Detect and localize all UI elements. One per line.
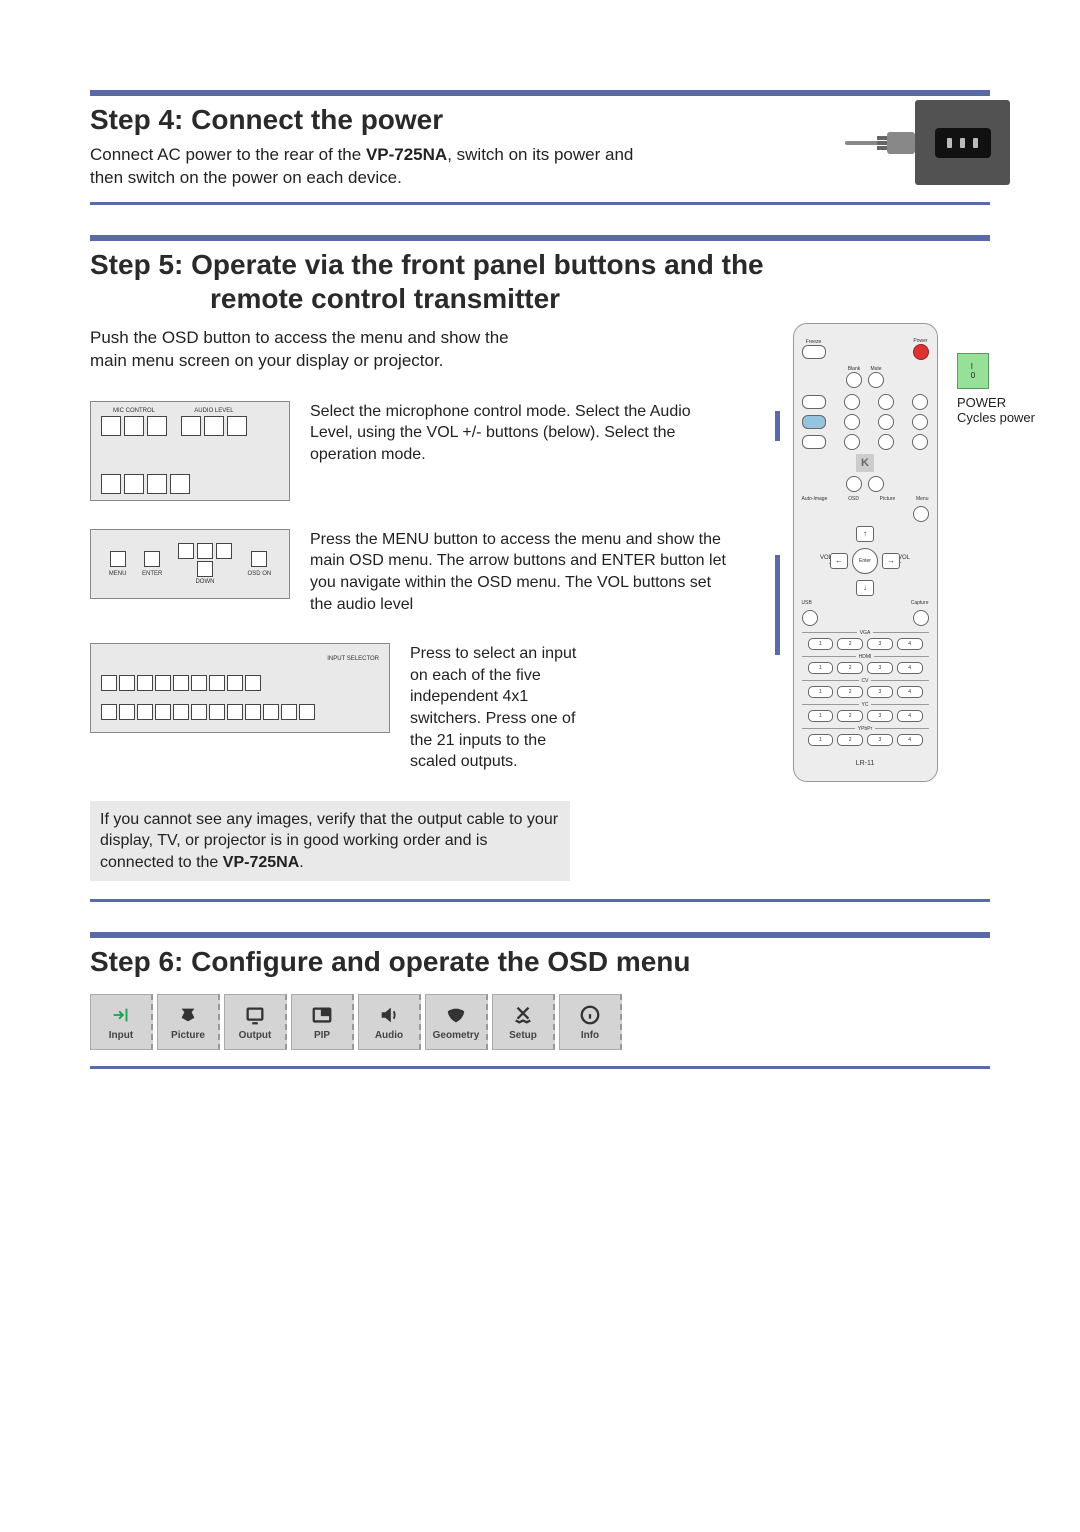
label: INPUT SELECTOR — [101, 656, 379, 662]
setup-icon — [510, 1004, 536, 1026]
label: Audio — [375, 1030, 403, 1041]
divider — [90, 235, 990, 241]
osd-tab-geometry[interactable]: Geometry — [425, 994, 488, 1050]
label: Output — [239, 1030, 272, 1041]
info-icon — [577, 1004, 603, 1026]
label: MIC CONTROL — [101, 408, 167, 414]
text: If you cannot see any images, verify tha… — [100, 811, 558, 871]
label: Blank — [846, 366, 862, 372]
label: Setup — [509, 1030, 537, 1041]
divider — [90, 899, 990, 902]
step-5-right-column: I0 POWER Cycles power Freeze Power Blank — [740, 323, 990, 882]
osd-tab-audio[interactable]: Audio — [358, 994, 421, 1050]
panel-b-row: MENU ENTER DOWN OSD ON — [90, 529, 730, 615]
osd-tab-input[interactable]: Input — [90, 994, 153, 1050]
panel-a-desc: Select the microphone control mode. Sele… — [310, 401, 730, 466]
label: Freeze — [802, 339, 826, 345]
step-4-section: Step 4: Connect the power Connect AC pow… — [90, 90, 990, 205]
step-6-title: Step 6: Configure and operate the OSD me… — [90, 946, 990, 978]
osd-tab-output[interactable]: Output — [224, 994, 287, 1050]
osd-tab-pip[interactable]: PIP — [291, 994, 354, 1050]
label: Input — [109, 1030, 133, 1041]
step-4-body: Connect AC power to the rear of the VP-7… — [90, 144, 670, 190]
osd-menu-bar: Input Picture Output PIP Audio Geometry — [90, 994, 990, 1050]
brand-logo: K — [856, 454, 874, 472]
geometry-icon — [443, 1004, 469, 1026]
iec-socket-photo — [915, 100, 1010, 185]
mic-audio-panel-sketch: MIC CONTROL AUDIO LEVEL — [90, 401, 290, 501]
label: PIP — [314, 1030, 330, 1041]
picture-icon — [175, 1004, 201, 1026]
model-name: VP-725NA — [366, 145, 447, 164]
label: Geometry — [433, 1030, 480, 1041]
divider — [90, 202, 990, 205]
osd-tab-setup[interactable]: Setup — [492, 994, 555, 1050]
input-selector-sketch: INPUT SELECTOR — [90, 643, 390, 733]
divider — [90, 932, 990, 938]
step-5-section: Step 5: Operate via the front panel butt… — [90, 235, 990, 903]
step-5-title-line-2: remote control transmitter — [210, 283, 990, 315]
output-icon — [242, 1004, 268, 1026]
plug-icon — [845, 128, 915, 158]
label: Power — [913, 338, 929, 344]
power-illustration — [845, 100, 1010, 185]
text: . — [299, 854, 303, 871]
enter-button: Enter — [852, 548, 878, 574]
remote-illustration: Freeze Power Blank Mute — [740, 323, 990, 782]
input-icon — [108, 1004, 134, 1026]
label: Picture — [171, 1030, 205, 1041]
panel-a-row: MIC CONTROL AUDIO LEVEL Select — [90, 401, 730, 501]
step-5-title-line-1: Step 5: Operate via the front panel butt… — [90, 249, 990, 281]
step-6-section: Step 6: Configure and operate the OSD me… — [90, 932, 990, 1069]
step-5-intro: Push the OSD button to access the menu a… — [90, 327, 550, 373]
text: Connect AC power to the rear of the — [90, 145, 366, 164]
troubleshoot-note: If you cannot see any images, verify tha… — [90, 801, 570, 882]
panel-c-desc: Press to select an input on each of the … — [410, 643, 580, 773]
panel-b-desc: Press the MENU button to access the menu… — [310, 529, 730, 615]
dpad: VOL− VOL+ ↑ ↓ ← → Enter — [830, 526, 900, 596]
panel-c-row: INPUT SELECTOR Press to select an inp — [90, 643, 730, 773]
osd-tab-picture[interactable]: Picture — [157, 994, 220, 1050]
label: Mute — [868, 366, 884, 372]
menu-panel-sketch: MENU ENTER DOWN OSD ON — [90, 529, 290, 599]
audio-icon — [376, 1004, 402, 1026]
pip-icon — [309, 1004, 335, 1026]
model-name: VP-725NA — [223, 854, 299, 871]
step-5-left-column: Push the OSD button to access the menu a… — [90, 323, 730, 882]
label: AUDIO LEVEL — [181, 408, 247, 414]
remote-model: LR-11 — [802, 760, 929, 767]
label: Info — [581, 1030, 599, 1041]
divider — [90, 90, 990, 96]
osd-tab-info[interactable]: Info — [559, 994, 622, 1050]
divider — [90, 1066, 990, 1069]
